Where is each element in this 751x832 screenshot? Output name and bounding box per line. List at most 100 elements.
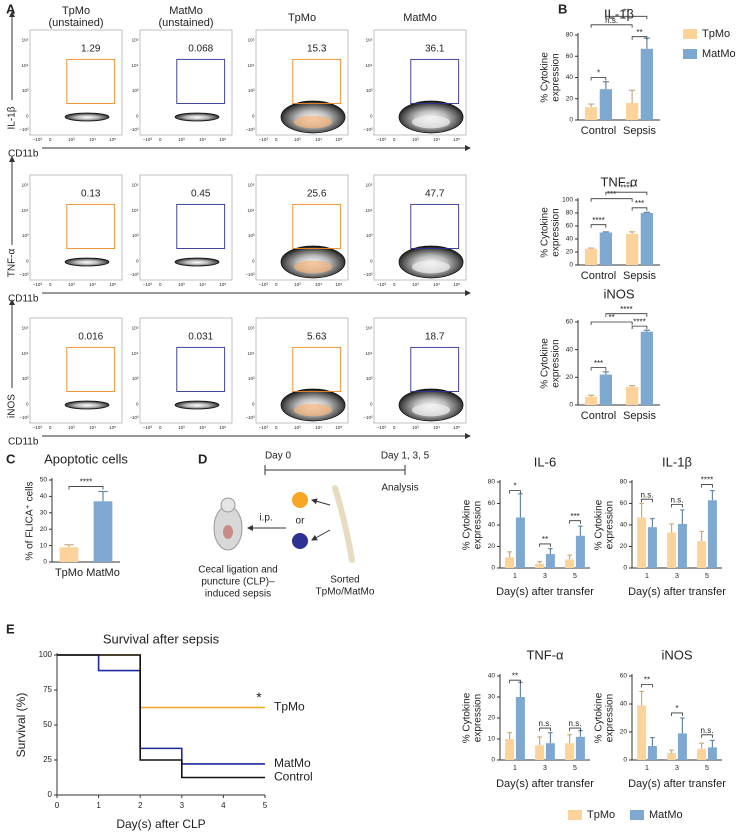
flow-x-tick: 10⁵: [109, 282, 116, 287]
gate: [176, 346, 226, 392]
flow-y-tick: 10⁴: [248, 63, 255, 68]
gate: [410, 203, 460, 249]
column-header: (unstained): [48, 17, 103, 29]
flow-x-tick: 10⁴: [315, 282, 322, 287]
flow-y-tick: −10³: [363, 272, 373, 277]
bar: [667, 532, 677, 568]
flow-x-tick: −10³: [143, 282, 153, 287]
flow-y-tick: −10³: [245, 272, 255, 277]
legend-label: MatMo: [649, 809, 683, 821]
flow-density-core: [293, 115, 333, 129]
x-tick-label: 3: [543, 765, 547, 772]
significance-label: ***: [607, 190, 616, 199]
y-tick-label: 60: [566, 319, 574, 326]
y-axis-label: expression: [551, 53, 562, 101]
y-tick-label: 60: [620, 500, 628, 507]
bar: [625, 103, 639, 120]
y-axis-label: expression: [605, 501, 616, 549]
flow-y-tick: 10⁵: [132, 326, 139, 331]
bar: [59, 547, 79, 562]
gate-value: 15.3: [307, 44, 327, 55]
flow-y-tick: 10³: [132, 233, 139, 238]
bar: [640, 48, 654, 120]
flow-density: [174, 400, 220, 410]
flow-x-tick: 10⁴: [199, 425, 206, 430]
flow-y-tick: 10⁵: [366, 326, 373, 331]
y-tick-label: 60: [566, 53, 574, 60]
schematic-cells: TpMo/MatMo: [316, 587, 375, 598]
significance-bracket: [509, 490, 521, 494]
significance-label: *: [675, 704, 678, 713]
column-header: MatMo: [403, 12, 437, 24]
chart-title: Survival after sepsis: [103, 631, 220, 646]
bar: [707, 747, 717, 760]
series-label: MatMo: [274, 756, 311, 770]
gate: [292, 58, 342, 104]
flow-x-tick: 0: [159, 137, 162, 142]
flow-x-tick: 10³: [412, 425, 419, 430]
significance-bracket: [631, 36, 648, 40]
gate-value: 1.29: [81, 44, 101, 55]
flow-x-tick: 10⁵: [219, 425, 226, 430]
flow-y-tick: 10⁴: [132, 63, 139, 68]
flow-y-tick: 10³: [132, 376, 139, 381]
flow-x-tick: 10⁴: [199, 282, 206, 287]
legend-swatch: [683, 49, 697, 59]
y-axis-label: % Cytokine: [594, 692, 605, 743]
bar: [647, 746, 657, 760]
bar: [565, 559, 575, 568]
significance-label: ****: [620, 183, 632, 192]
bar: [640, 213, 654, 265]
flow-x-tick: 10⁵: [453, 137, 460, 142]
y-axis-label: expression: [473, 694, 484, 742]
flow-y-tick: 10⁴: [22, 351, 29, 356]
flow-x-tick: 10⁴: [433, 425, 440, 430]
bar: [535, 745, 545, 760]
flow-y-tick: 10⁵: [366, 183, 373, 188]
y-tick-label: 80: [566, 32, 574, 39]
significance-bracket: [671, 503, 683, 508]
significance-label: ****: [592, 216, 604, 225]
bar: [545, 554, 555, 568]
flow-y-tick: −10³: [129, 127, 139, 132]
y-axis-label: expression: [605, 694, 616, 742]
flow-x-tick: 10³: [412, 137, 419, 142]
y-tick-label: 10: [488, 736, 496, 743]
flow-y-tick: 10³: [248, 233, 255, 238]
flow-y-tick: 10⁵: [366, 38, 373, 43]
flow-x-tick: 10⁴: [315, 137, 322, 142]
y-tick-label: 30: [488, 694, 496, 701]
flow-y-tick: 10³: [366, 376, 373, 381]
significance-bracket: [605, 191, 648, 196]
flow-x-tick: 10⁴: [89, 137, 96, 142]
survival-line: [57, 654, 265, 709]
flow-y-tick: 0: [136, 258, 139, 263]
flow-density: [174, 257, 220, 267]
flow-y-tick: −10³: [19, 272, 29, 277]
gate: [66, 346, 116, 392]
flow-y-tick: 10³: [22, 88, 29, 93]
significance-label: ****: [633, 317, 645, 326]
bar: [697, 748, 707, 760]
panel-label: E: [6, 621, 15, 636]
flow-x-tick: 10⁴: [199, 137, 206, 142]
flow-x-tick: −10³: [377, 282, 387, 287]
x-tick-label: 5: [263, 801, 268, 810]
bar: [584, 248, 598, 265]
y-tick-label: 50: [43, 720, 52, 729]
x-tick-label: Control: [581, 410, 616, 422]
flow-y-tick: −10³: [129, 415, 139, 420]
significance-label: ***: [635, 199, 644, 208]
flow-y-tick: 10⁴: [366, 351, 373, 356]
flow-y-tick: 10⁴: [132, 351, 139, 356]
x-tick-label: Sepsis: [623, 410, 657, 422]
y-tick-label: 40: [566, 346, 574, 353]
series-label: TpMo: [274, 700, 305, 714]
bar: [545, 743, 555, 760]
x-tick-label: 4: [221, 801, 226, 810]
significance-bracket: [569, 727, 581, 732]
schematic-model: puncture (CLP)–: [201, 577, 275, 588]
legend-label: MatMo: [702, 48, 736, 60]
chart-title: IL-6: [534, 454, 556, 469]
y-tick-label: 10: [40, 542, 48, 549]
